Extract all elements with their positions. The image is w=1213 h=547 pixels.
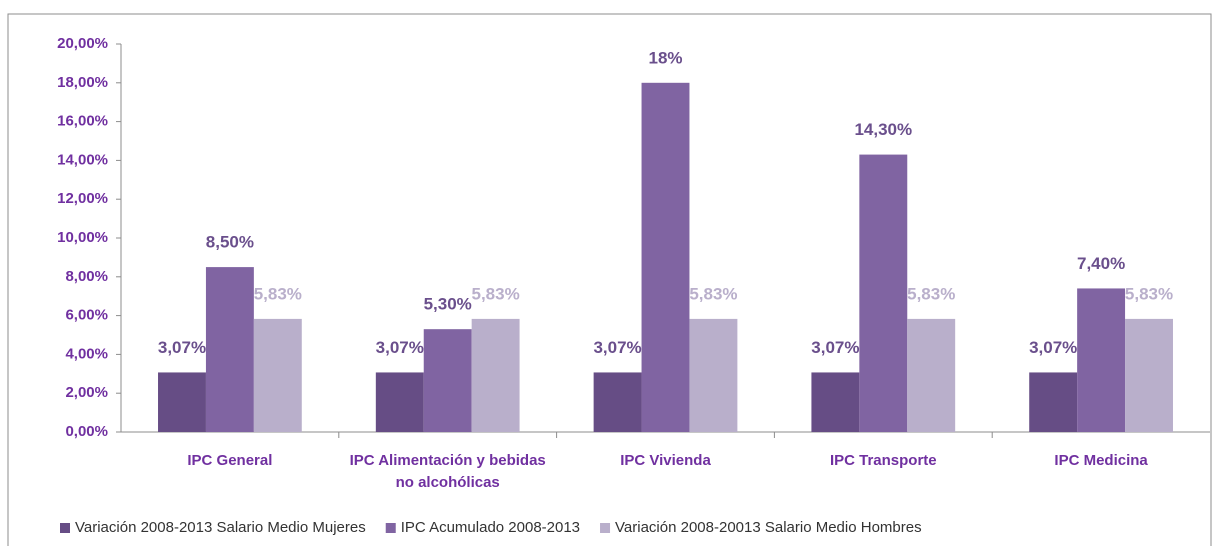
chart-border: [7, 13, 1212, 546]
data-label: 3,07%: [158, 338, 206, 357]
data-label: 3,07%: [1029, 338, 1077, 357]
bar: [423, 329, 472, 432]
x-tick-label: IPC Transporte: [829, 452, 937, 469]
data-label: 18%: [648, 48, 682, 67]
y-tick-label: 16,00%: [57, 113, 108, 130]
y-tick-label: 0,00%: [65, 423, 108, 440]
y-tick-label: 10,00%: [57, 229, 108, 246]
legend-swatch: [385, 523, 396, 533]
bar: [253, 318, 302, 432]
data-label: 8,50%: [206, 233, 254, 252]
data-label: 3,07%: [376, 338, 424, 357]
y-tick-label: 18,00%: [57, 74, 108, 91]
bar: [859, 154, 908, 432]
bar: [158, 372, 206, 432]
data-label: 5,83%: [689, 284, 737, 303]
legend-swatch: [600, 523, 611, 533]
bar: [1077, 288, 1126, 432]
x-tick-label: IPC General: [187, 452, 273, 469]
bar: [205, 267, 254, 432]
x-tick-label: IPC Vivienda: [620, 452, 711, 469]
bar: [1029, 372, 1078, 432]
bar: [907, 318, 956, 432]
bar: [811, 372, 860, 432]
bar: [1125, 318, 1173, 432]
data-label: 5,83%: [254, 284, 302, 303]
y-tick-label: 2,00%: [65, 384, 108, 401]
y-tick-label: 20,00%: [57, 35, 108, 52]
bar: [593, 372, 642, 432]
data-label: 7,40%: [1077, 254, 1125, 273]
y-tick-label: 6,00%: [65, 307, 108, 324]
y-tick-label: 14,00%: [57, 151, 108, 168]
bar: [689, 318, 738, 432]
legend-label: IPC Acumulado 2008-2013: [401, 519, 580, 536]
y-tick-label: 4,00%: [65, 345, 108, 362]
legend-label: Variación 2008-2013 Salario Medio Mujere…: [75, 519, 366, 536]
x-tick-label: IPC Alimentación y bebidas no alcohólica…: [349, 452, 546, 491]
data-label: 5,83%: [1125, 284, 1173, 303]
data-label: 3,07%: [593, 338, 641, 357]
y-tick-label: 12,00%: [57, 190, 108, 207]
legend-swatch: [60, 523, 70, 533]
data-label: 5,83%: [472, 284, 520, 303]
bar: [471, 318, 520, 432]
y-tick-label: 8,00%: [65, 268, 108, 285]
x-tick-label: IPC Medicina: [1054, 452, 1148, 469]
bar: [375, 372, 424, 432]
data-label: 5,30%: [424, 295, 472, 314]
bar: [641, 82, 690, 433]
data-label: 5,83%: [907, 284, 955, 303]
data-label: 14,30%: [854, 120, 912, 139]
legend-label: Variación 2008-20013 Salario Medio Hombr…: [615, 519, 922, 536]
data-label: 3,07%: [811, 338, 859, 357]
